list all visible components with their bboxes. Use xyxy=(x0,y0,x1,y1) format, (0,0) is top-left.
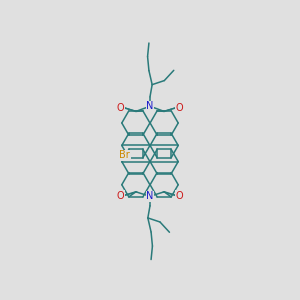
Text: O: O xyxy=(176,191,184,201)
Text: N: N xyxy=(146,101,154,111)
Text: N: N xyxy=(146,191,154,201)
Text: O: O xyxy=(176,103,184,112)
Text: O: O xyxy=(116,103,124,112)
Text: O: O xyxy=(116,191,124,201)
Text: Br: Br xyxy=(119,150,130,160)
